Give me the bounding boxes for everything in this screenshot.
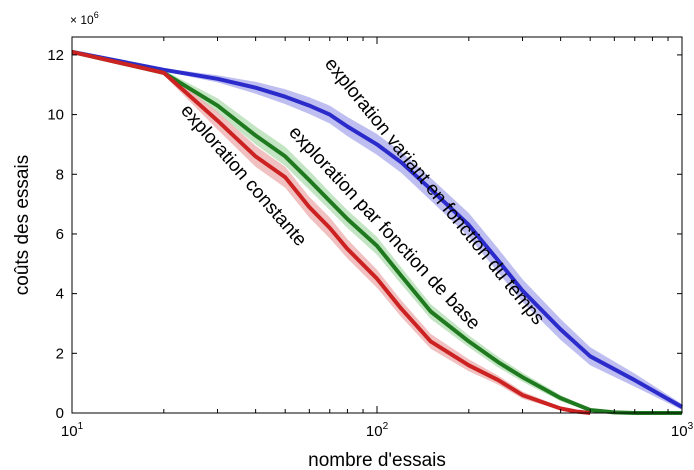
x-tick-label: 103 bbox=[671, 421, 694, 440]
y-tick-label: 2 bbox=[56, 345, 64, 362]
x-tick-label: 101 bbox=[61, 421, 84, 440]
y-tick-label: 6 bbox=[56, 226, 64, 243]
series-line-0 bbox=[71, 49, 683, 409]
axis-ticks: 0 2 4 6 8 10 12 101 102 103 bbox=[47, 37, 694, 440]
x-tick-label: 102 bbox=[366, 421, 389, 440]
y-tick-label: 12 bbox=[47, 47, 64, 64]
x-axis-label: nombre d'essais bbox=[308, 450, 446, 470]
y-multiplier-label: × 106 bbox=[70, 10, 99, 27]
y-tick-label: 0 bbox=[56, 405, 64, 422]
y-tick-label: 4 bbox=[56, 286, 64, 303]
y-axis-label: coûts des essais bbox=[12, 155, 33, 295]
y-tick-label: 10 bbox=[47, 107, 64, 124]
y-tick-label: 8 bbox=[56, 166, 64, 183]
series-line-2 bbox=[71, 49, 591, 415]
